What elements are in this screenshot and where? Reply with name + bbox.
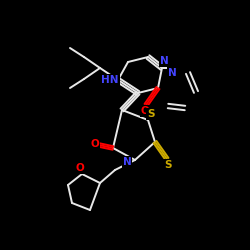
Text: S: S bbox=[164, 160, 172, 170]
Text: N: N bbox=[168, 68, 176, 78]
Text: O: O bbox=[140, 106, 149, 116]
Text: N: N bbox=[122, 157, 132, 167]
Text: O: O bbox=[90, 139, 100, 149]
Text: O: O bbox=[76, 163, 84, 173]
Text: S: S bbox=[147, 109, 155, 119]
Text: N: N bbox=[160, 56, 168, 66]
Text: HN: HN bbox=[101, 75, 119, 85]
